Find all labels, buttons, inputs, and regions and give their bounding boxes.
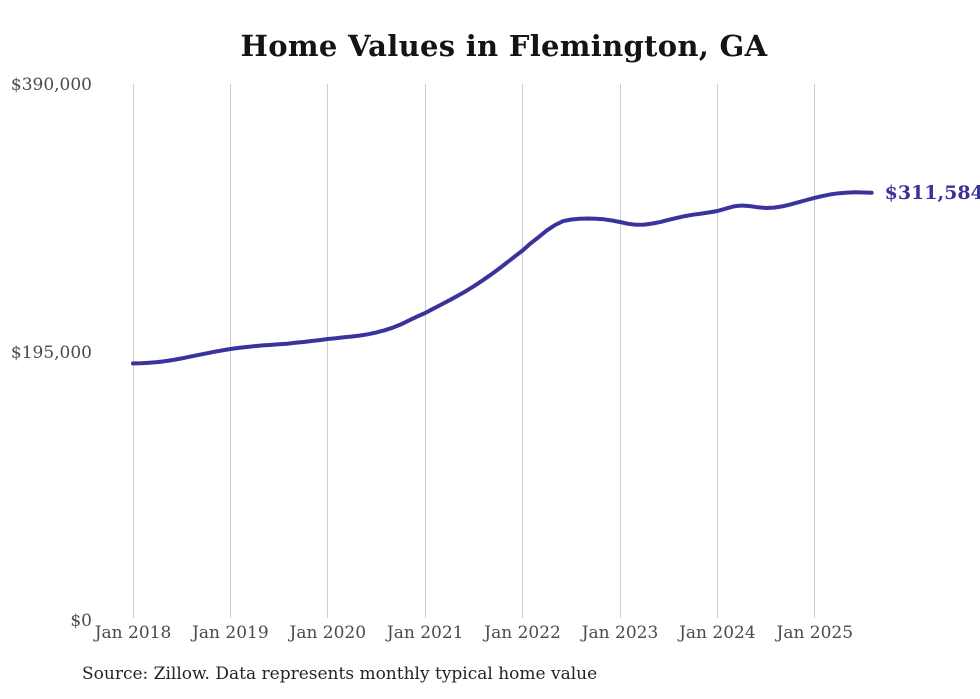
year-gridline: [424, 84, 426, 618]
x-tick-label: Jan 2022: [484, 623, 561, 643]
x-tick-label: Jan 2024: [679, 623, 756, 643]
x-tick-label: Jan 2020: [289, 623, 367, 643]
year-gridline: [132, 84, 134, 618]
source-note: Source: Zillow. Data represents monthly …: [82, 664, 598, 684]
home-value-line: [131, 190, 874, 366]
year-gridline: [522, 84, 524, 618]
y-tick-label: $0: [70, 611, 92, 631]
x-tick-label: Jan 2021: [386, 623, 464, 643]
y-tick-label: $390,000: [10, 75, 92, 95]
chart-title: Home Values in Flemington, GA: [240, 29, 768, 63]
year-gridline: [814, 84, 816, 618]
year-gridline: [327, 84, 329, 618]
x-tick-label: Jan 2018: [94, 623, 172, 643]
x-tick-label: Jan 2023: [581, 623, 659, 643]
year-gridline: [716, 84, 718, 618]
y-tick-label: $195,000: [10, 343, 92, 363]
x-tick-label: Jan 2025: [776, 623, 854, 643]
current-value-label: $311,584: [884, 181, 980, 204]
year-gridline: [619, 84, 621, 618]
x-tick-label: Jan 2019: [192, 623, 269, 643]
